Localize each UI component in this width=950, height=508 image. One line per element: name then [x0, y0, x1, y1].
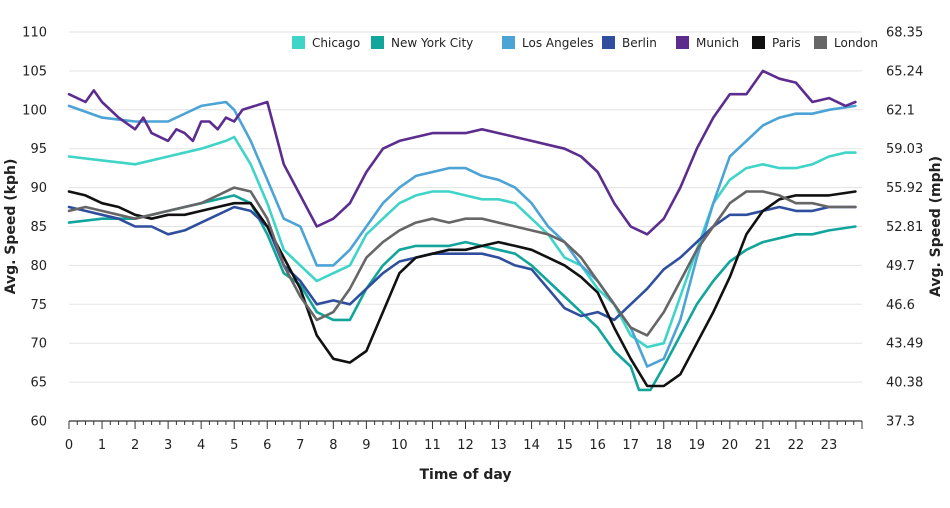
y-axis-title-left: Avg. Speed (kph) [3, 159, 19, 295]
x-tick-label: 23 [821, 438, 838, 453]
x-tick-label: 5 [230, 438, 238, 453]
x-tick-label: 19 [689, 438, 706, 453]
legend-swatch-chicago [292, 36, 305, 49]
series-lines [67, 69, 857, 392]
y-tick-label: 75 [30, 298, 47, 313]
legend-label-chicago: Chicago [312, 36, 360, 50]
y-tick-label-right: 59.03 [886, 142, 923, 157]
series-line-new-york-city [67, 194, 857, 392]
y-tick-label: 95 [30, 142, 47, 157]
legend-label-london: London [834, 36, 878, 50]
x-tick-label: 15 [556, 438, 573, 453]
y-tick-label-right: 43.49 [886, 337, 923, 352]
y-tick-label-right: 55.92 [886, 181, 923, 196]
x-tick-label: 4 [197, 438, 205, 453]
legend-label-munich: Munich [696, 36, 739, 50]
y-tick-label-right: 52.81 [886, 220, 923, 235]
series-line-los-angeles [67, 100, 857, 368]
series-line-berlin [67, 205, 857, 322]
legend-swatch-paris [752, 36, 765, 49]
y-tick-label: 100 [22, 103, 47, 118]
x-tick-label: 0 [65, 438, 73, 453]
x-axis-title: Time of day [419, 467, 511, 483]
y-tick-label: 90 [30, 181, 47, 196]
x-tick-label: 20 [722, 438, 739, 453]
legend-swatch-berlin [602, 36, 615, 49]
legend-label-new-york-city: New York City [391, 36, 473, 50]
y-tick-label: 70 [30, 337, 47, 352]
legend-label-paris: Paris [772, 36, 801, 50]
legend-label-los-angeles: Los Angeles [522, 36, 594, 50]
x-tick-label: 3 [164, 438, 172, 453]
y-tick-label-right: 37.3 [886, 415, 915, 430]
y-tick-label-right: 49.7 [886, 259, 915, 274]
x-tick-label: 2 [131, 438, 139, 453]
x-tick-label: 22 [788, 438, 805, 453]
series-line-london [67, 186, 857, 337]
x-tick-label: 6 [263, 438, 271, 453]
x-tick-label: 12 [457, 438, 474, 453]
y-tick-label: 65 [30, 376, 47, 391]
x-tick-label: 17 [622, 438, 639, 453]
legend-swatch-new-york-city [371, 36, 384, 49]
x-tick-label: 13 [490, 438, 507, 453]
y-tick-label: 60 [30, 415, 47, 430]
x-tick-label: 16 [589, 438, 606, 453]
legend-swatch-los-angeles [502, 36, 515, 49]
y-tick-label: 105 [22, 64, 47, 79]
y-tick-label: 110 [22, 26, 47, 41]
x-tick-label: 7 [296, 438, 304, 453]
x-tick-label: 14 [523, 438, 540, 453]
x-tick-label: 21 [755, 438, 772, 453]
y-tick-label-right: 65.24 [886, 64, 923, 79]
y-tick-label-right: 40.38 [886, 376, 923, 391]
series-line-chicago [67, 135, 857, 349]
y-tick-label: 85 [30, 220, 47, 235]
x-tick-label: 10 [391, 438, 408, 453]
series-line-paris [67, 190, 857, 388]
legend: Chicago New York City Los Angeles Berlin Mun… [292, 36, 878, 50]
y-tick-label-right: 62.1 [886, 103, 915, 118]
x-tick-label: 1 [98, 438, 106, 453]
y-axis-title-right: Avg. Speed (mph) [928, 156, 944, 297]
series-line-munich [67, 69, 857, 236]
legend-swatch-london [814, 36, 827, 49]
x-tick-label: 9 [362, 438, 370, 453]
y-tick-label-right: 46.6 [886, 298, 915, 313]
x-tick-label: 8 [329, 438, 337, 453]
x-tick-label: 11 [424, 438, 441, 453]
y-tick-label-right: 68.35 [886, 26, 923, 41]
x-tick-label: 18 [655, 438, 672, 453]
legend-swatch-munich [676, 36, 689, 49]
y-tick-label: 80 [30, 259, 47, 274]
legend-label-berlin: Berlin [622, 36, 657, 50]
